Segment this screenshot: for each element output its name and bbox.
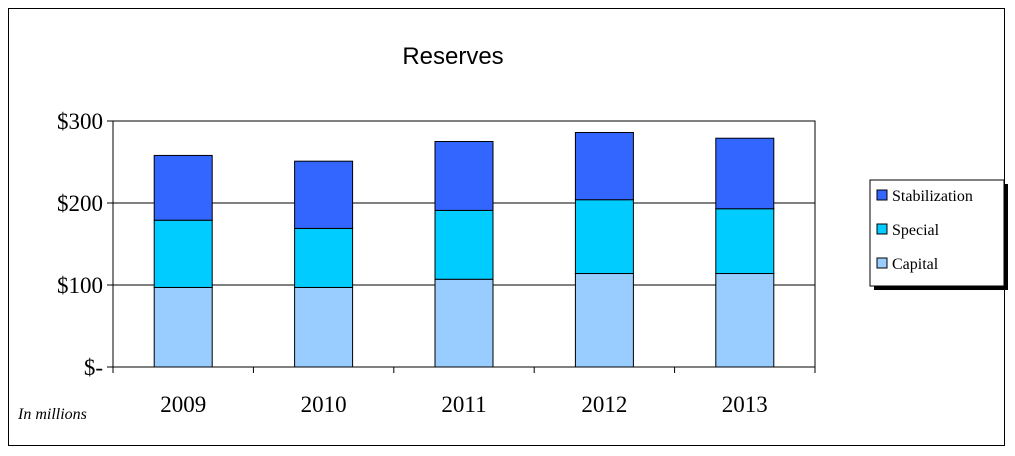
x-tick-label: 2012 xyxy=(581,392,627,417)
bar-stabilization-2012 xyxy=(574,131,634,201)
legend-label-special: Special xyxy=(892,222,940,239)
y-tick-label: $100 xyxy=(57,273,103,298)
x-tick-label: 2009 xyxy=(160,392,206,417)
x-tick-label: 2011 xyxy=(441,392,486,417)
legend-swatch-special xyxy=(876,223,888,235)
bar-capital-2010 xyxy=(294,286,354,368)
bars xyxy=(153,131,775,368)
bar-capital-2009 xyxy=(153,286,213,368)
bar-stabilization-2013 xyxy=(715,137,775,210)
axes: $- $100 $200 $300 2009 2010 2011 2012 2013 xyxy=(57,109,816,417)
legend-label-stabilization: Stabilization xyxy=(892,188,973,205)
legend-label-capital: Capital xyxy=(892,256,939,273)
legend-swatch-stabilization xyxy=(876,189,888,201)
y-tick-label: $- xyxy=(84,355,103,380)
bar-stabilization-2011 xyxy=(434,141,494,211)
units-note: In millions xyxy=(17,406,87,423)
chart-title: Reserves xyxy=(402,43,503,70)
bar-capital-2012 xyxy=(574,273,634,368)
y-tick-label: $300 xyxy=(57,109,103,134)
bar-special-2012 xyxy=(574,199,634,275)
bar-special-2009 xyxy=(153,219,213,288)
x-tick-label: 2010 xyxy=(301,392,347,417)
x-tick-label: 2013 xyxy=(722,392,768,417)
legend: Stabilization Special Capital xyxy=(869,179,1008,290)
bar-stabilization-2010 xyxy=(294,160,354,229)
legend-box xyxy=(869,179,1005,287)
bar-special-2013 xyxy=(715,208,775,275)
legend-swatch-capital xyxy=(876,257,888,269)
bar-stabilization-2009 xyxy=(153,154,213,221)
bar-capital-2011 xyxy=(434,278,494,368)
y-tick-label: $200 xyxy=(57,191,103,216)
bar-special-2011 xyxy=(434,209,494,280)
bar-special-2010 xyxy=(294,227,354,288)
bar-capital-2013 xyxy=(715,273,775,368)
